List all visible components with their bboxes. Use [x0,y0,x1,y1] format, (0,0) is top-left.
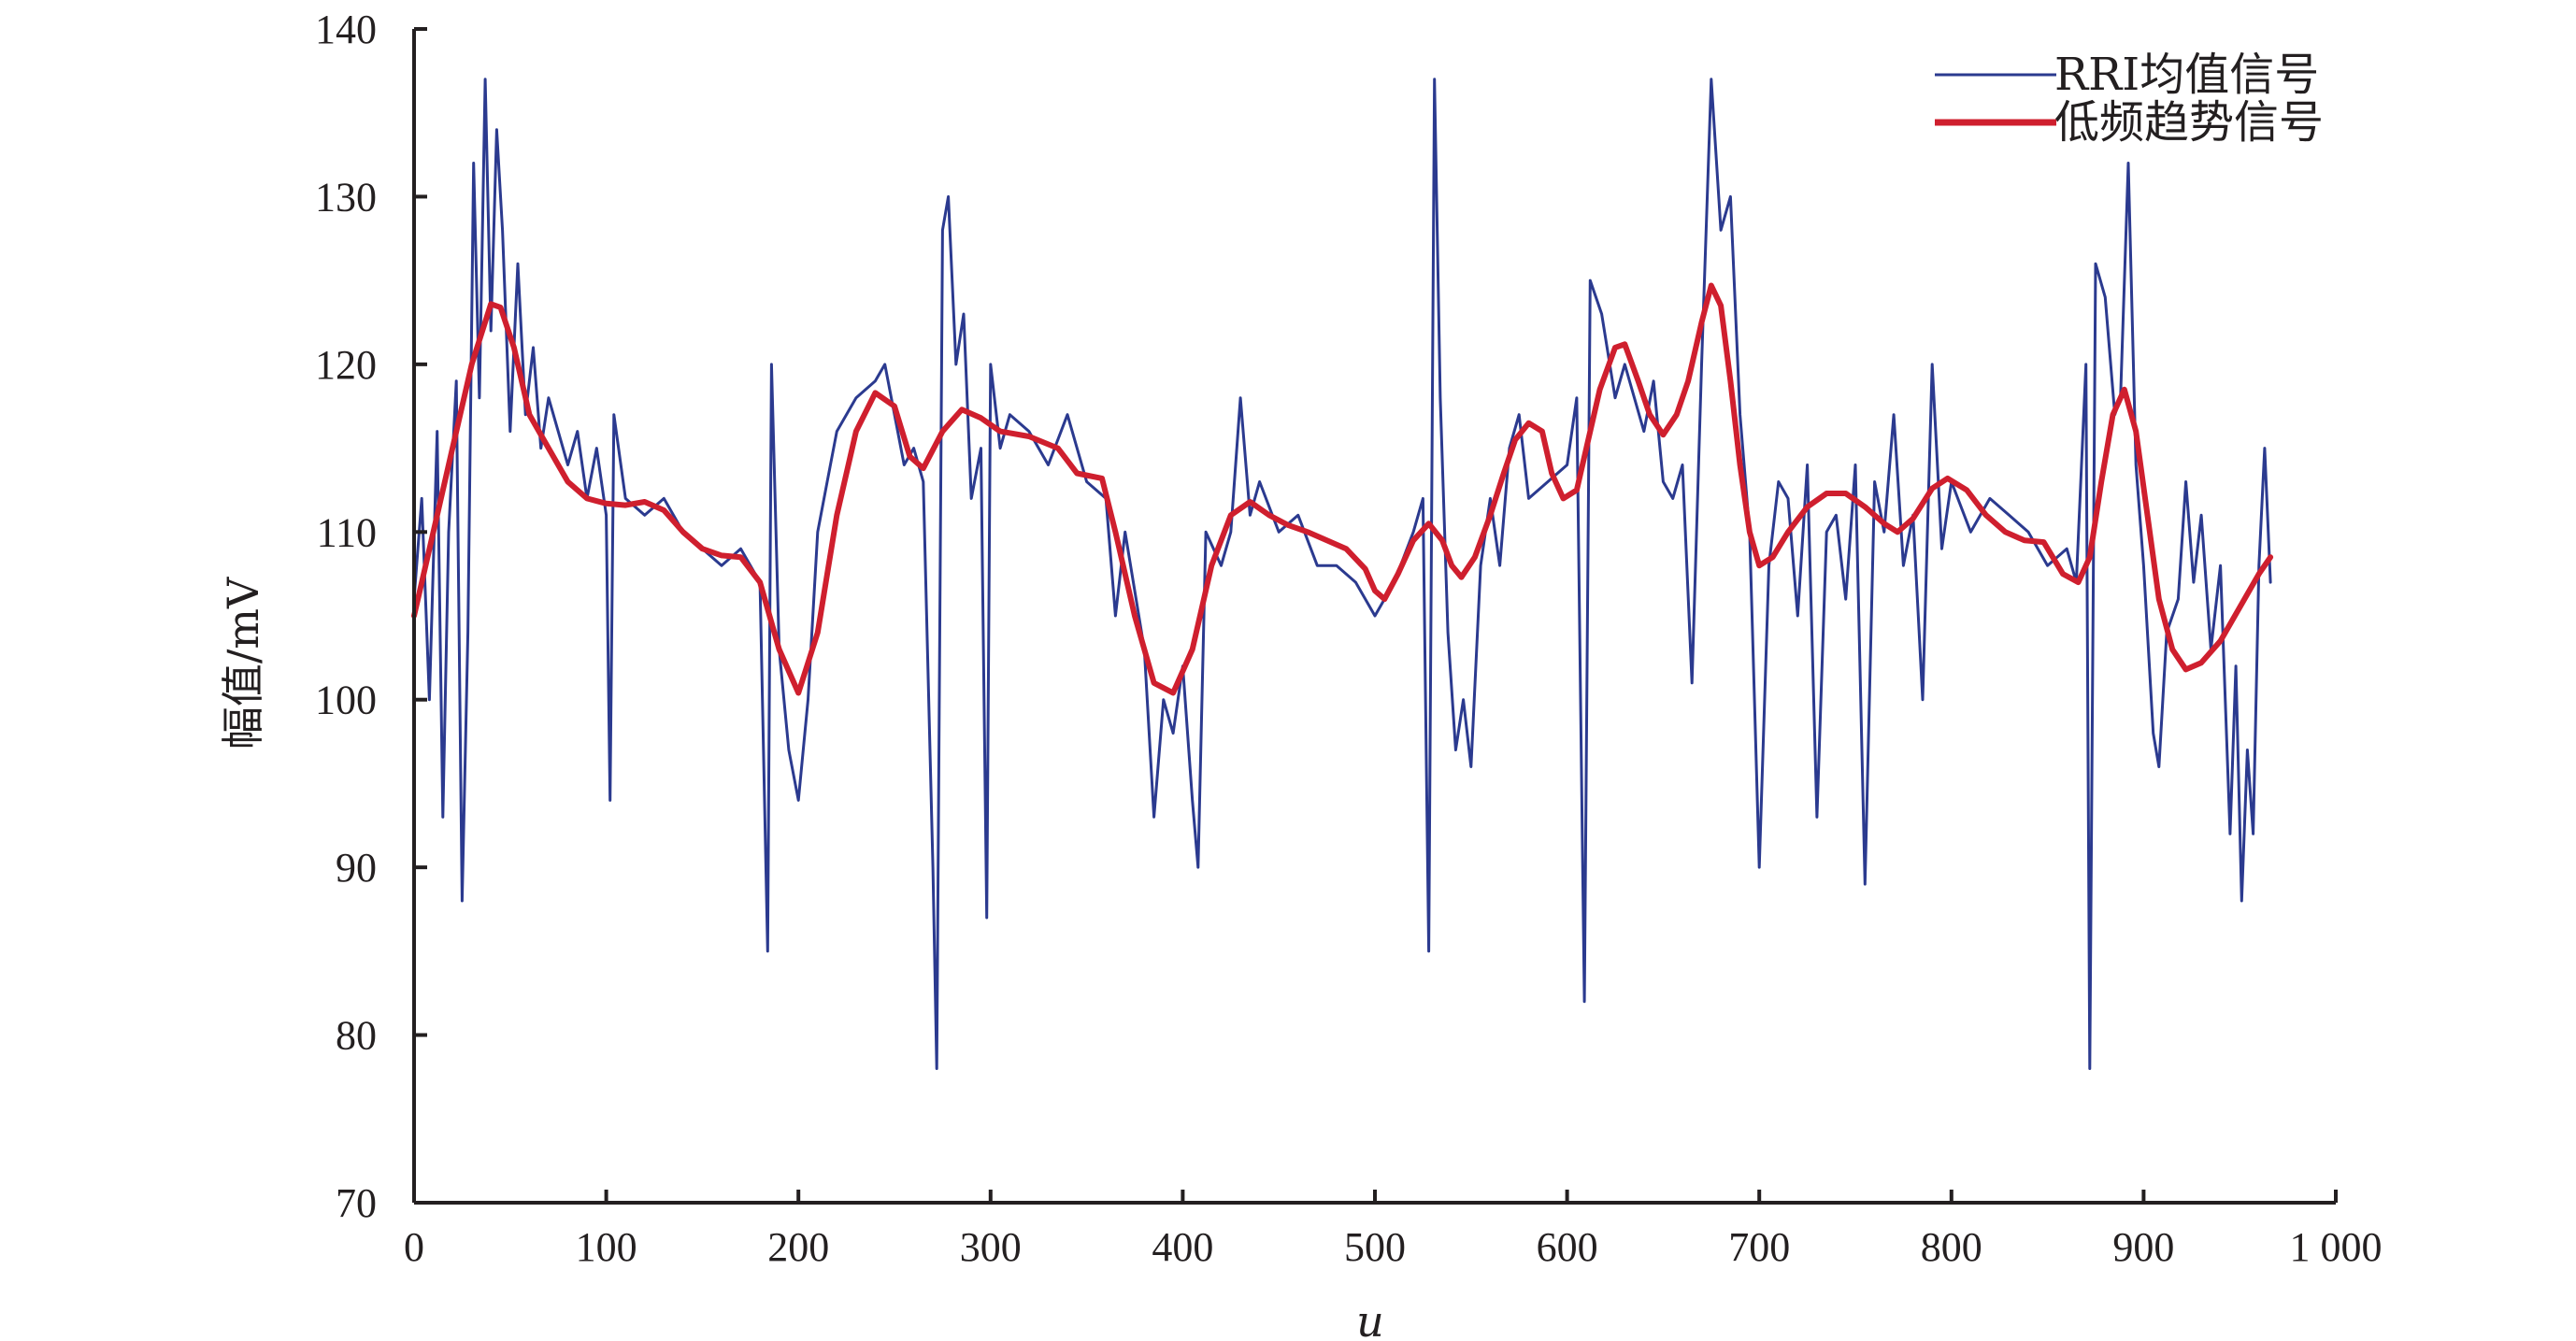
x-tick-label: 700 [1728,1224,1790,1270]
x-tick-label: 0 [404,1224,424,1270]
y-tick-label: 70 [336,1180,377,1226]
x-tick-label: 300 [960,1224,1022,1270]
legend-label-trend: 低频趋势信号 [2054,96,2324,149]
x-tick-label: 400 [1152,1224,1213,1270]
x-tick-label: 1 000 [2290,1224,2383,1270]
x-tick-label: 900 [2112,1224,2174,1270]
y-tick-label: 90 [336,845,377,891]
legend: RRI均值信号 低频趋势信号 [1935,49,2324,149]
x-axis-title: u [1356,1296,1384,1341]
series-line-raw [412,78,2272,1070]
y-tick-label: 130 [315,174,377,220]
legend-label-raw: RRI均值信号 [2054,49,2319,101]
series-line-trend [411,282,2274,696]
series-layer [411,78,2274,1070]
y-axis-title: 幅值/mV [218,577,268,749]
x-tick-label: 200 [767,1224,829,1270]
y-tick-label: 100 [315,678,377,723]
x-tick-label: 600 [1537,1224,1598,1270]
x-tick-label: 800 [1921,1224,1982,1270]
y-tick-label: 110 [317,509,377,555]
x-tick-label: 500 [1344,1224,1406,1270]
y-tick-label: 140 [315,7,377,52]
x-ticks: 0 100 200 300 400 500 600 700 800 900 1 000 [404,1190,2383,1270]
x-tick-label: 100 [576,1224,637,1270]
y-tick-label: 120 [315,342,377,388]
y-ticks: 70 80 90 100 110 120 130 140 [315,7,427,1226]
y-tick-label: 80 [336,1013,377,1059]
